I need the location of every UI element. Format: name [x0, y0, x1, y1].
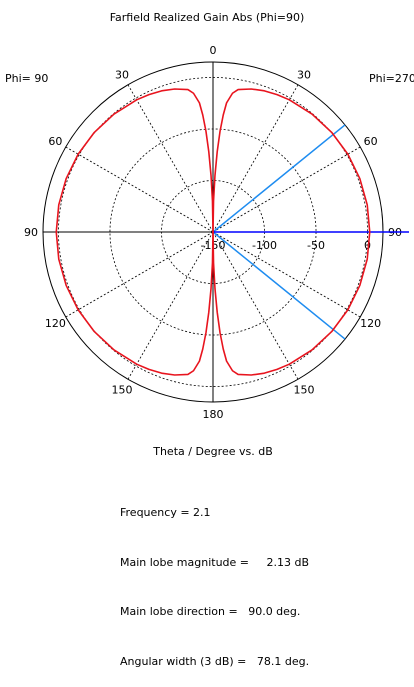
main-lobe-magnitude-text: Main lobe magnitude = 2.13 dB	[120, 555, 310, 569]
x-axis-label: Theta / Degree vs. dB	[152, 445, 273, 458]
radial-tick-label: -100	[252, 239, 277, 252]
angle-tick-label: 150	[294, 384, 315, 397]
grid-spoke	[212, 231, 299, 380]
beamwidth-line	[212, 231, 346, 340]
phi-left-label: Phi= 90	[5, 72, 48, 85]
angle-tick-label: 120	[45, 317, 66, 330]
beamwidth-line	[212, 124, 346, 233]
grid-spoke	[127, 231, 214, 380]
angle-tick-label: 60	[364, 135, 378, 148]
angle-tick-label: 120	[360, 317, 381, 330]
angle-tick-label: 60	[48, 135, 62, 148]
angle-tick-label: 30	[297, 68, 311, 81]
info-panel: Frequency = 2.1 Main lobe magnitude = 2.…	[120, 472, 309, 687]
grid-spoke	[212, 146, 361, 233]
gain-curve-right	[212, 88, 371, 376]
farfield-polar-plot: Farfield Realized Gain Abs (Phi=90) Phi=…	[5, 11, 414, 458]
grid-spoke	[212, 231, 361, 318]
grid-spoke	[127, 84, 214, 233]
grid-spoke	[65, 146, 214, 233]
grid-spoke	[65, 231, 214, 318]
angle-tick-label: 30	[115, 68, 129, 81]
gain-curve-left	[55, 88, 214, 376]
radial-tick-label: 0	[364, 239, 371, 252]
radial-tick-labels: -150 -100 -50 0	[201, 239, 372, 252]
angular-width-text: Angular width (3 dB) = 78.1 deg.	[120, 654, 310, 668]
gain-pattern	[55, 88, 409, 376]
angle-tick-label: 0	[210, 44, 217, 57]
grid-spoke	[212, 84, 299, 233]
radial-tick-label: -50	[307, 239, 325, 252]
angle-tick-label: 150	[112, 384, 133, 397]
chart-title: Farfield Realized Gain Abs (Phi=90)	[110, 11, 305, 24]
frequency-text: Frequency = 2.1	[120, 506, 211, 519]
phi-right-label: Phi=270	[369, 72, 414, 85]
angle-tick-label: 180	[203, 408, 224, 421]
main-lobe-direction-text: Main lobe direction = 90.0 deg.	[120, 605, 301, 618]
angle-tick-label: 90	[24, 226, 38, 239]
